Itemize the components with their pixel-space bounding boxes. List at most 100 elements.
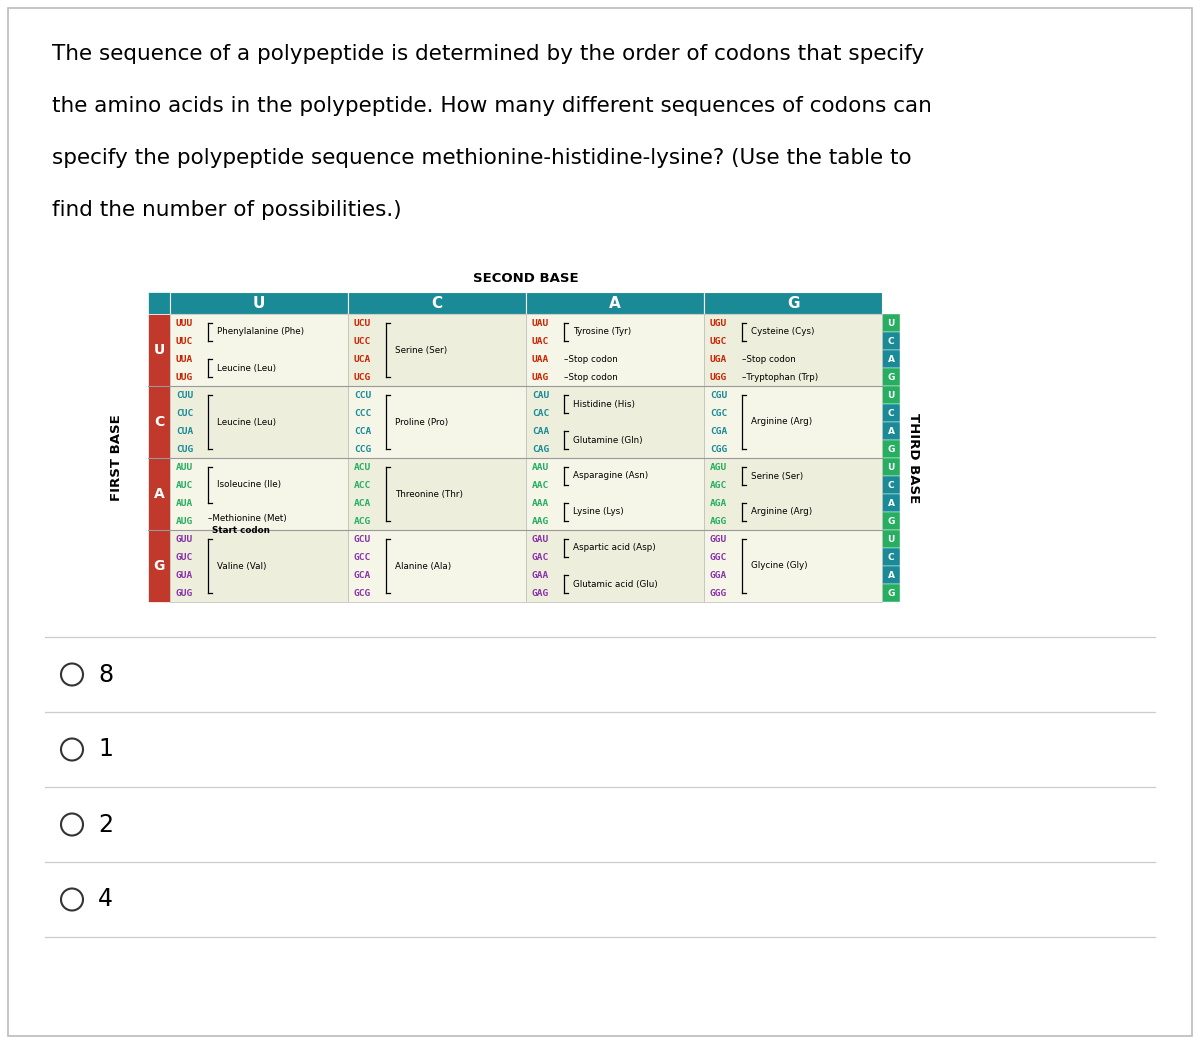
Bar <box>148 386 170 458</box>
Text: Arginine (Arg): Arginine (Arg) <box>751 418 812 427</box>
Text: G: G <box>887 373 895 381</box>
Bar <box>704 530 882 602</box>
Text: G: G <box>887 445 895 453</box>
Bar <box>882 494 900 512</box>
Bar <box>882 314 900 332</box>
Text: G: G <box>887 517 895 525</box>
Bar <box>526 386 704 458</box>
Text: GGC: GGC <box>710 552 727 562</box>
Text: the amino acids in the polypeptide. How many different sequences of codons can: the amino acids in the polypeptide. How … <box>52 96 932 116</box>
Bar <box>526 314 704 386</box>
Text: UAA: UAA <box>532 355 550 363</box>
Text: UGG: UGG <box>710 373 727 381</box>
Bar <box>882 350 900 367</box>
Text: Serine (Ser): Serine (Ser) <box>751 472 803 480</box>
Text: ACG: ACG <box>354 517 371 525</box>
Text: 2: 2 <box>98 812 113 836</box>
Text: AGA: AGA <box>710 498 727 507</box>
Text: GUA: GUA <box>176 570 193 579</box>
Text: C: C <box>888 408 894 418</box>
Bar <box>704 458 882 530</box>
Bar <box>148 530 170 602</box>
Text: AGU: AGU <box>710 462 727 472</box>
Bar <box>148 292 170 314</box>
Text: AUU: AUU <box>176 462 193 472</box>
Text: Tyrosine (Tyr): Tyrosine (Tyr) <box>574 328 631 336</box>
Text: Isoleucine (Ile): Isoleucine (Ile) <box>217 480 281 490</box>
Text: Proline (Pro): Proline (Pro) <box>395 418 449 427</box>
Text: GAG: GAG <box>532 589 550 597</box>
Text: CAC: CAC <box>532 408 550 418</box>
Bar <box>882 476 900 494</box>
Text: C: C <box>888 552 894 562</box>
Text: CCG: CCG <box>354 445 371 453</box>
Text: A: A <box>610 295 620 310</box>
Bar <box>704 314 882 386</box>
Text: A: A <box>888 570 894 579</box>
Text: THIRD BASE: THIRD BASE <box>907 412 920 503</box>
Text: UAC: UAC <box>532 336 550 346</box>
Bar <box>348 292 526 314</box>
Text: Start codon: Start codon <box>212 526 270 535</box>
Text: A: A <box>888 427 894 435</box>
Bar <box>882 440 900 458</box>
Text: SECOND BASE: SECOND BASE <box>473 271 578 285</box>
Bar <box>148 314 170 386</box>
Text: GGA: GGA <box>710 570 727 579</box>
Text: UCA: UCA <box>354 355 371 363</box>
Text: GUU: GUU <box>176 535 193 544</box>
Text: CUU: CUU <box>176 390 193 400</box>
Text: UUC: UUC <box>176 336 193 346</box>
Bar <box>170 292 348 314</box>
Bar <box>348 386 526 458</box>
Bar <box>882 530 900 548</box>
Text: GUC: GUC <box>176 552 193 562</box>
Text: Phenylalanine (Phe): Phenylalanine (Phe) <box>217 328 304 336</box>
Text: GUG: GUG <box>176 589 193 597</box>
Text: UGA: UGA <box>710 355 727 363</box>
Bar <box>882 512 900 530</box>
Text: UAU: UAU <box>532 318 550 328</box>
Text: Valine (Val): Valine (Val) <box>217 562 266 570</box>
Text: specify the polypeptide sequence methionine-histidine-lysine? (Use the table to: specify the polypeptide sequence methion… <box>52 148 912 168</box>
Text: ACC: ACC <box>354 480 371 490</box>
Text: UCC: UCC <box>354 336 371 346</box>
Bar <box>348 314 526 386</box>
Text: C: C <box>154 416 164 429</box>
Bar <box>526 292 704 314</box>
Text: ACU: ACU <box>354 462 371 472</box>
Text: CCC: CCC <box>354 408 371 418</box>
Text: CCU: CCU <box>354 390 371 400</box>
Text: Leucine (Leu): Leucine (Leu) <box>217 418 276 427</box>
Text: GCC: GCC <box>354 552 371 562</box>
Text: GGU: GGU <box>710 535 727 544</box>
Text: UUA: UUA <box>176 355 193 363</box>
Text: –Tryptophan (Trp): –Tryptophan (Trp) <box>742 373 818 381</box>
Text: C: C <box>888 480 894 490</box>
Bar <box>882 367 900 386</box>
Text: AUA: AUA <box>176 498 193 507</box>
Text: U: U <box>887 535 895 544</box>
Text: 4: 4 <box>98 887 113 911</box>
FancyBboxPatch shape <box>8 8 1192 1036</box>
Text: Leucine (Leu): Leucine (Leu) <box>217 363 276 373</box>
Text: A: A <box>888 498 894 507</box>
Text: ACA: ACA <box>354 498 371 507</box>
Text: G: G <box>154 559 164 573</box>
Text: Lysine (Lys): Lysine (Lys) <box>574 507 624 517</box>
Bar <box>170 530 348 602</box>
Text: –Stop codon: –Stop codon <box>742 355 796 363</box>
Text: GCA: GCA <box>354 570 371 579</box>
Bar <box>526 458 704 530</box>
Bar <box>882 458 900 476</box>
Text: GCG: GCG <box>354 589 371 597</box>
Text: Alanine (Ala): Alanine (Ala) <box>395 562 451 570</box>
Text: Glutamine (Gln): Glutamine (Gln) <box>574 435 643 445</box>
Text: 8: 8 <box>98 663 113 687</box>
Text: Serine (Ser): Serine (Ser) <box>395 346 448 355</box>
Bar <box>148 458 170 530</box>
Text: 1: 1 <box>98 737 113 761</box>
Text: Threonine (Thr): Threonine (Thr) <box>395 490 463 498</box>
Bar <box>348 458 526 530</box>
Text: A: A <box>154 487 164 501</box>
